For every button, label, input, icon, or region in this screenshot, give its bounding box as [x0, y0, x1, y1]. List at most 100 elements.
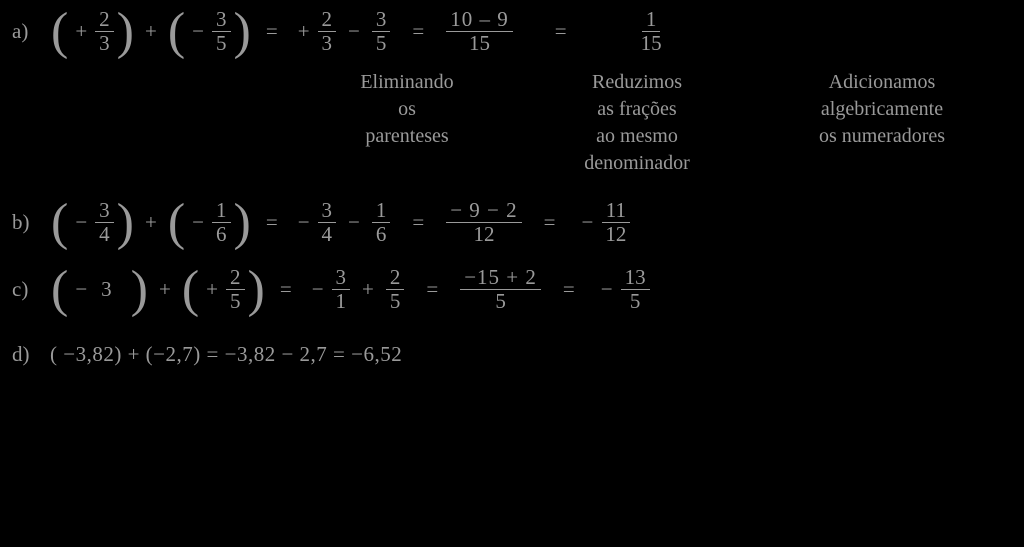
b-term1: ( − 3 4 ) — [50, 199, 135, 246]
c-term2: ( + 2 5 ) — [181, 266, 266, 313]
a-comb: 10 – 9 15 — [446, 8, 513, 55]
b-res: − 11 12 — [576, 199, 633, 246]
a-term2: ( − 3 5 ) — [167, 8, 252, 55]
spacer — [732, 69, 772, 177]
b-res-den: 12 — [601, 223, 630, 246]
b-frac2: 1 6 — [212, 199, 231, 246]
b-plus1: + — [135, 210, 167, 235]
b-s1-num: 3 — [318, 199, 337, 223]
b-comb: − 9 − 2 12 — [446, 199, 521, 246]
b-eq1: = — [252, 210, 292, 235]
c-eq3: = — [543, 277, 595, 302]
row-c: c) ( − 3 ) + ( + 2 5 ) = − 3 1 + 2 5 = −… — [12, 266, 1012, 313]
a-s1-num: 2 — [318, 8, 337, 32]
a-res-den: 15 — [637, 32, 666, 55]
d-expr: ( −3,82) + (−2,7) = −3,82 − 2,7 = −6,52 — [50, 342, 402, 367]
a-t2-num: 3 — [212, 8, 231, 32]
c-frac2: 2 5 — [226, 266, 245, 313]
a-s1-frac: 2 3 — [318, 8, 337, 55]
c-comb-num: −15 + 2 — [460, 266, 541, 290]
c-t1-sign: − — [69, 277, 93, 302]
c-t2-num: 2 — [226, 266, 245, 290]
row-a: a) ( + 2 3 ) + ( − 3 5 ) = + 2 3 − 3 5 =… — [12, 8, 1012, 55]
b-s1-sign: − — [292, 210, 316, 235]
row-b: b) ( − 3 4 ) + ( − 1 6 ) = − 3 4 − 1 6 =… — [12, 199, 1012, 246]
a-s2-frac: 3 5 — [372, 8, 391, 55]
c-plus1: + — [149, 277, 181, 302]
b-res-frac: 11 12 — [601, 199, 630, 246]
c-s1-sign: − — [306, 277, 330, 302]
c-eq1: = — [266, 277, 306, 302]
c-s1-frac: 3 1 — [332, 266, 351, 313]
a-eq2: = — [392, 19, 444, 44]
a-eq1: = — [252, 19, 292, 44]
a-res-num: 1 — [642, 8, 661, 32]
c-res-den: 5 — [626, 290, 645, 313]
c-s2-num: 2 — [386, 266, 405, 290]
label-a: a) — [12, 19, 50, 44]
annotation-1: Eliminando os parenteses — [322, 69, 492, 177]
b-t2-den: 6 — [212, 223, 231, 246]
rparen-icon: ) — [233, 202, 252, 244]
a-term1: ( + 2 3 ) — [50, 8, 135, 55]
b-t2-sign: − — [186, 210, 210, 235]
rparen-icon: ) — [130, 269, 149, 311]
a-eq3: = — [515, 19, 607, 44]
label-b: b) — [12, 210, 50, 235]
c-t1-int: 3 — [93, 277, 130, 302]
spacer — [492, 69, 542, 177]
a-s2-num: 3 — [372, 8, 391, 32]
a-t1-sign: + — [69, 19, 93, 44]
b-t1-num: 3 — [95, 199, 114, 223]
b-s2-den: 6 — [372, 223, 391, 246]
annotation-3: Adicionamos algebricamente os numeradore… — [772, 69, 992, 177]
a-t1-num: 2 — [95, 8, 114, 32]
c-res-num: 13 — [621, 266, 650, 290]
c-s1-op: + — [352, 277, 384, 302]
a-t2-sign: − — [186, 19, 210, 44]
lparen-icon: ( — [50, 269, 69, 311]
a-s2-den: 5 — [372, 32, 391, 55]
a-s1-op: − — [338, 19, 370, 44]
b-s1-den: 4 — [318, 223, 337, 246]
row-d: d) ( −3,82) + (−2,7) = −3,82 − 2,7 = −6,… — [12, 342, 1012, 367]
a-s1-sign: + — [292, 19, 316, 44]
label-d: d) — [12, 342, 50, 367]
b-res-num: 11 — [602, 199, 630, 223]
lparen-icon: ( — [181, 269, 200, 311]
rparen-icon: ) — [116, 202, 135, 244]
rparen-icon: ) — [247, 269, 266, 311]
c-res: − 13 5 — [595, 266, 652, 313]
annotation-2: Reduzimos as frações ao mesmo denominado… — [542, 69, 732, 177]
a-t1-den: 3 — [95, 32, 114, 55]
c-eq2: = — [406, 277, 458, 302]
b-s1-op: − — [338, 210, 370, 235]
b-comb-num: − 9 − 2 — [446, 199, 521, 223]
c-t2-sign: + — [200, 277, 224, 302]
c-term1: ( − 3 ) — [50, 269, 149, 311]
rparen-icon: ) — [116, 11, 135, 53]
b-t2-num: 1 — [212, 199, 231, 223]
lparen-icon: ( — [50, 202, 69, 244]
b-eq3: = — [524, 210, 576, 235]
c-s1-den: 1 — [332, 290, 351, 313]
b-step1: − 3 4 − 1 6 — [292, 199, 393, 246]
b-s1-frac: 3 4 — [318, 199, 337, 246]
a-step1: + 2 3 − 3 5 — [292, 8, 393, 55]
a-comb-num: 10 – 9 — [446, 8, 513, 32]
b-comb-den: 12 — [469, 223, 498, 246]
c-s1-num: 3 — [332, 266, 351, 290]
b-s2-frac: 1 6 — [372, 199, 391, 246]
a-frac2: 3 5 — [212, 8, 231, 55]
b-t1-sign: − — [69, 210, 93, 235]
rparen-icon: ) — [233, 11, 252, 53]
c-s2-den: 5 — [386, 290, 405, 313]
c-res-sign: − — [595, 277, 619, 302]
c-step1: − 3 1 + 2 5 — [306, 266, 407, 313]
spacer — [12, 69, 322, 177]
b-eq2: = — [392, 210, 444, 235]
a-t2-den: 5 — [212, 32, 231, 55]
a-s1-den: 3 — [318, 32, 337, 55]
lparen-icon: ( — [167, 11, 186, 53]
c-comb-den: 5 — [491, 290, 510, 313]
